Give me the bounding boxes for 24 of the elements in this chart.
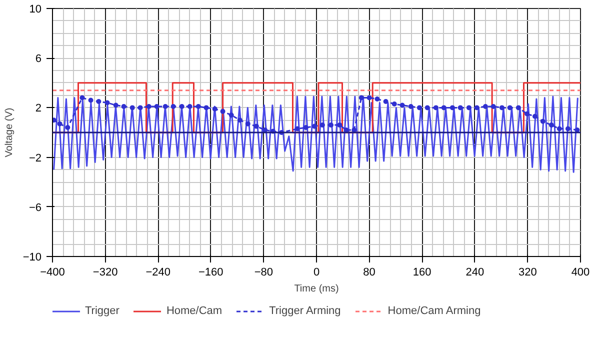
x-axis-title: Time (ms) bbox=[294, 284, 339, 294]
y-tick-label: 10 bbox=[29, 4, 42, 16]
x-tick-label: 160 bbox=[412, 266, 432, 278]
x-tick-label: −400 bbox=[40, 266, 65, 278]
y-tick-label: 2 bbox=[35, 102, 42, 115]
y-tick-label: −2 bbox=[28, 152, 42, 164]
y-tick-label: −10 bbox=[22, 252, 42, 264]
x-tick-label: −80 bbox=[254, 266, 274, 278]
y-tick-label: −6 bbox=[28, 202, 42, 214]
y-axis-title: Voltage (V) bbox=[4, 108, 15, 158]
x-tick-label: −160 bbox=[198, 266, 224, 278]
x-tick-label: 400 bbox=[571, 266, 590, 278]
x-tick-label: 240 bbox=[466, 266, 484, 278]
x-tick-label: 80 bbox=[363, 266, 376, 278]
legend-label: Trigger bbox=[85, 305, 120, 317]
legend-label: Trigger Arming bbox=[269, 305, 341, 317]
y-tick-label: 6 bbox=[35, 53, 42, 66]
x-tick-label: −320 bbox=[92, 266, 118, 278]
x-tick-label: 0 bbox=[313, 266, 320, 278]
legend-label: Home/Cam Arming bbox=[388, 305, 481, 317]
x-tick-label: 320 bbox=[518, 266, 537, 278]
legend-label: Home/Cam bbox=[166, 305, 222, 317]
x-tick-label: −240 bbox=[146, 266, 170, 278]
line-series bbox=[53, 96, 578, 173]
